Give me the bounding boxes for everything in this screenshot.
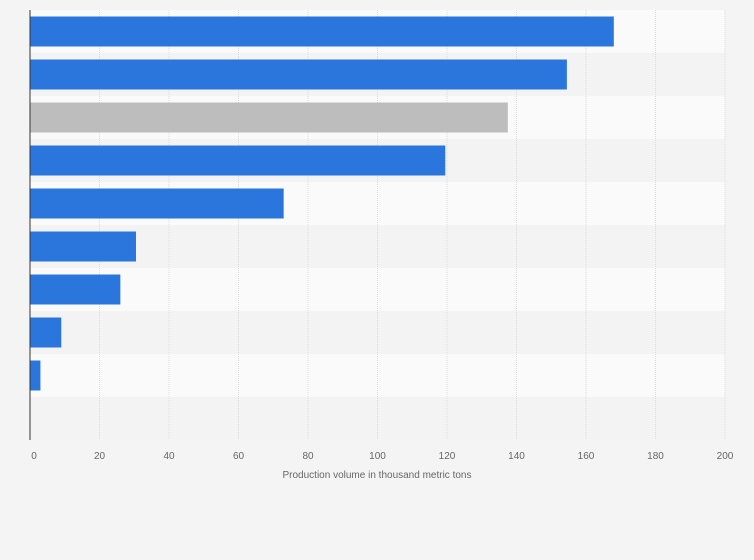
x-tick-label: 200 [717, 451, 734, 462]
gridlines [99, 10, 726, 440]
row-band [30, 354, 725, 397]
bar[interactable] [30, 188, 284, 219]
x-tick-label: 160 [578, 451, 595, 462]
bar[interactable] [30, 274, 121, 305]
x-tick-label: 0 [31, 451, 37, 462]
x-axis-ticks: 0 20 40 60 80 100 120 140 160 180 200 [31, 451, 734, 462]
x-tick-label: 140 [508, 451, 525, 462]
x-tick-label: 80 [302, 451, 314, 462]
x-tick-label: 120 [439, 451, 456, 462]
bar[interactable] [30, 317, 62, 348]
x-tick-label: 40 [163, 451, 175, 462]
x-tick-label: 20 [94, 451, 106, 462]
bar[interactable] [30, 16, 614, 47]
row-band [30, 268, 725, 311]
bar[interactable] [30, 360, 41, 391]
bar[interactable] [30, 59, 567, 90]
x-tick-label: 100 [369, 451, 386, 462]
x-tick-label: 180 [647, 451, 664, 462]
bars [30, 16, 614, 391]
bar[interactable] [30, 145, 446, 176]
x-tick-label: 60 [233, 451, 245, 462]
bar[interactable] [30, 102, 508, 133]
x-axis-title: Production volume in thousand metric ton… [283, 470, 472, 481]
bar[interactable] [30, 231, 136, 262]
